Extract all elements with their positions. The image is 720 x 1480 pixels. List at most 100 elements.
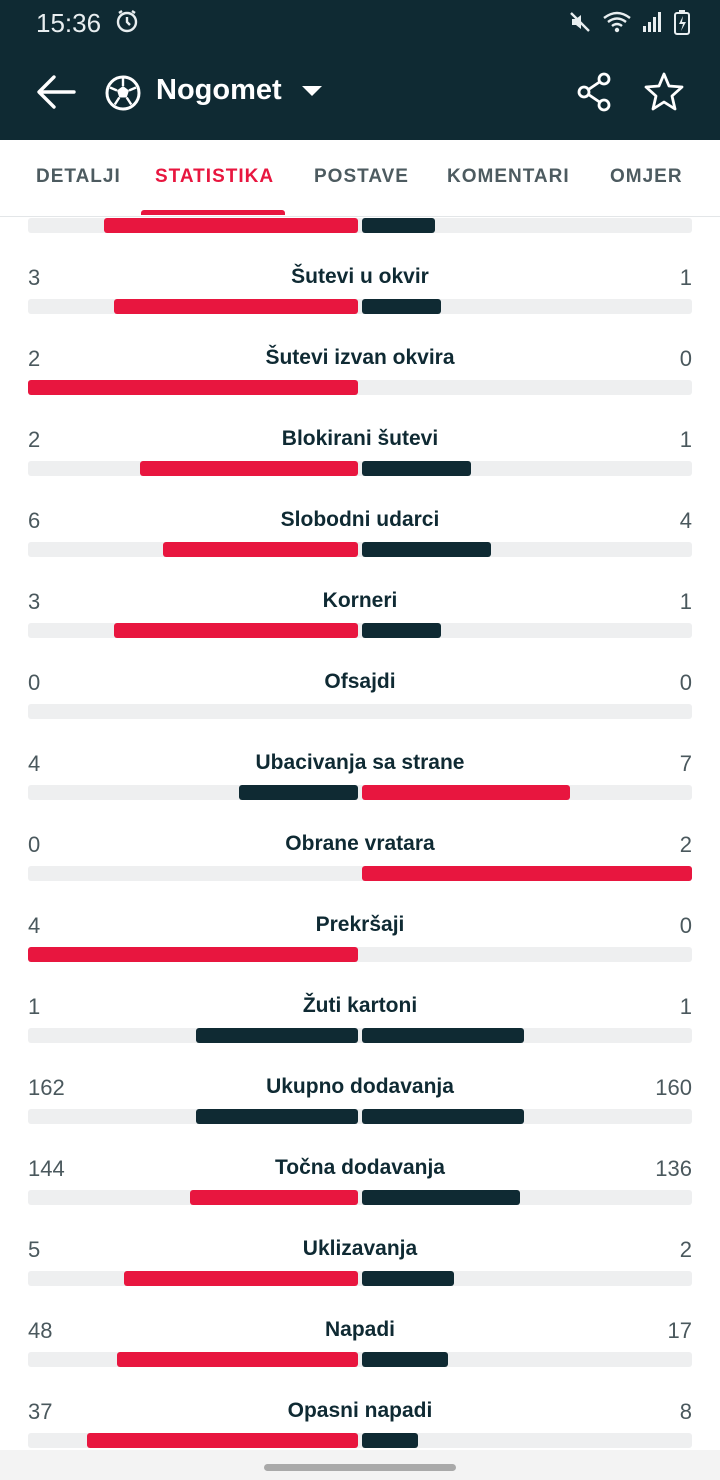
tab-bar: DETALJI STATISTIKA POSTAVE KOMENTARI OMJ…: [0, 140, 720, 217]
stat-bar-home: [196, 1028, 358, 1043]
battery-icon: [674, 9, 690, 40]
stat-bar-track: [28, 623, 692, 638]
stat-bar-home: [28, 947, 358, 962]
stat-away-value: 1: [679, 994, 692, 1019]
mute-icon: [568, 10, 592, 39]
stat-home-value: 0: [28, 670, 41, 695]
wifi-icon: [602, 10, 632, 39]
stat-bar-partial: [28, 218, 692, 233]
stat-bar-away: [362, 1190, 520, 1205]
stat-bar-away: [362, 542, 491, 557]
stat-row: 37 Opasni napadi 8: [0, 1399, 720, 1450]
stat-label: Ukupno dodavanja: [266, 1075, 454, 1098]
soccer-ball-icon: [104, 74, 142, 117]
status-time: 15:36: [36, 8, 102, 38]
stat-label: Žuti kartoni: [302, 994, 418, 1017]
stat-bar-away: [362, 1352, 448, 1367]
stat-home-value: 162: [28, 1075, 65, 1100]
stat-bar-home: [239, 785, 358, 800]
stat-bar-track: [28, 1190, 692, 1205]
stat-row: 48 Napadi 17: [0, 1318, 720, 1405]
tab-omjer[interactable]: OMJER: [610, 166, 683, 187]
stat-bar-away: [362, 785, 570, 800]
stat-away-value: 0: [679, 346, 692, 371]
stat-bar-away: [362, 1028, 524, 1043]
stat-home-value: 48: [28, 1318, 53, 1343]
stat-row: 5 Uklizavanja 2: [0, 1237, 720, 1324]
stat-bar-away: [362, 866, 692, 881]
stat-bar-home: [87, 1433, 358, 1448]
stat-label: Opasni napadi: [287, 1399, 433, 1422]
stat-away-value: 1: [679, 589, 692, 614]
stat-away-value: 160: [655, 1075, 692, 1100]
stat-away-value: 8: [679, 1399, 692, 1424]
stat-bar-track: [28, 1271, 692, 1286]
tab-komentari[interactable]: KOMENTARI: [447, 166, 570, 187]
share-icon[interactable]: [576, 72, 612, 117]
alarm-icon: [114, 8, 140, 39]
stat-home-value: 1: [28, 994, 41, 1019]
stat-row: 2 Blokirani šutevi 1: [0, 427, 720, 514]
stat-bar-track: [28, 1109, 692, 1124]
stat-label: Korneri: [322, 589, 398, 612]
star-icon[interactable]: [644, 71, 684, 116]
stat-home-value: 0: [28, 832, 41, 857]
stat-row: 2 Šutevi izvan okvira 0: [0, 346, 720, 433]
active-tab-indicator: [141, 210, 285, 215]
stat-bar-track: [28, 1028, 692, 1043]
stat-home-value: 4: [28, 751, 41, 776]
stat-row: 144 Točna dodavanja 136: [0, 1156, 720, 1243]
tab-detalji[interactable]: DETALJI: [36, 166, 121, 187]
stat-bar-away: [362, 218, 435, 233]
stat-label: Prekršaji: [315, 913, 405, 936]
stat-bar-home: [163, 542, 358, 557]
stat-away-value: 1: [679, 265, 692, 290]
stat-home-value: 4: [28, 913, 41, 938]
stat-bar-away: [362, 1271, 454, 1286]
stat-bar-track: [28, 1352, 692, 1367]
stat-home-value: 3: [28, 589, 41, 614]
stat-bar-home: [28, 380, 358, 395]
stat-home-value: 144: [28, 1156, 65, 1181]
stat-row: 3 Korneri 1: [0, 589, 720, 676]
stat-home-value: 5: [28, 1237, 41, 1262]
stat-bar-track: [28, 299, 692, 314]
stat-label: Točna dodavanja: [275, 1156, 445, 1179]
stat-label: Ofsajdi: [324, 670, 396, 693]
sport-title[interactable]: Nogomet: [156, 74, 282, 106]
stat-bar-home: [196, 1109, 358, 1124]
tab-postave[interactable]: POSTAVE: [314, 166, 409, 187]
stat-row: 162 Ukupno dodavanja 160: [0, 1075, 720, 1162]
stat-bar-home: [114, 299, 358, 314]
stat-label: Blokirani šutevi: [281, 427, 439, 450]
stat-away-value: 1: [679, 427, 692, 452]
stat-home-value: 2: [28, 346, 41, 371]
stat-row: 6 Slobodni udarci 4: [0, 508, 720, 595]
stat-bar-home: [117, 1352, 358, 1367]
back-arrow-icon[interactable]: [34, 72, 78, 112]
stat-home-value: 6: [28, 508, 41, 533]
tab-statistika[interactable]: STATISTIKA: [155, 166, 275, 187]
stat-bar-track: [28, 1433, 692, 1448]
stat-row: 3 Šutevi u okvir 1: [0, 265, 720, 352]
stat-home-value: 37: [28, 1399, 53, 1424]
signal-icon: [642, 10, 664, 39]
stat-away-value: 2: [679, 832, 692, 857]
stat-row: 4 Ubacivanja sa strane 7: [0, 751, 720, 838]
stat-label: Uklizavanja: [302, 1237, 418, 1260]
stat-bar-home: [114, 623, 358, 638]
status-bar: 15:36: [0, 0, 720, 44]
stat-away-value: 17: [667, 1318, 692, 1343]
stats-list[interactable]: 3 Šutevi u okvir 1 2 Šutevi izvan okvira 0 2 Bl…: [0, 218, 720, 1450]
stat-row: 4 Prekršaji 0: [0, 913, 720, 1000]
home-handle[interactable]: [264, 1464, 456, 1471]
caret-down-icon[interactable]: [300, 84, 324, 103]
stat-away-value: 0: [679, 913, 692, 938]
stat-bar-home: [140, 461, 358, 476]
stat-row: 0 Ofsajdi 0: [0, 670, 720, 757]
stat-bar-away: [362, 1433, 418, 1448]
stat-row: 1 Žuti kartoni 1: [0, 994, 720, 1081]
stat-home-value: 2: [28, 427, 41, 452]
stat-label: Ubacivanja sa strane: [255, 751, 465, 774]
stat-bar-track: [28, 947, 692, 962]
